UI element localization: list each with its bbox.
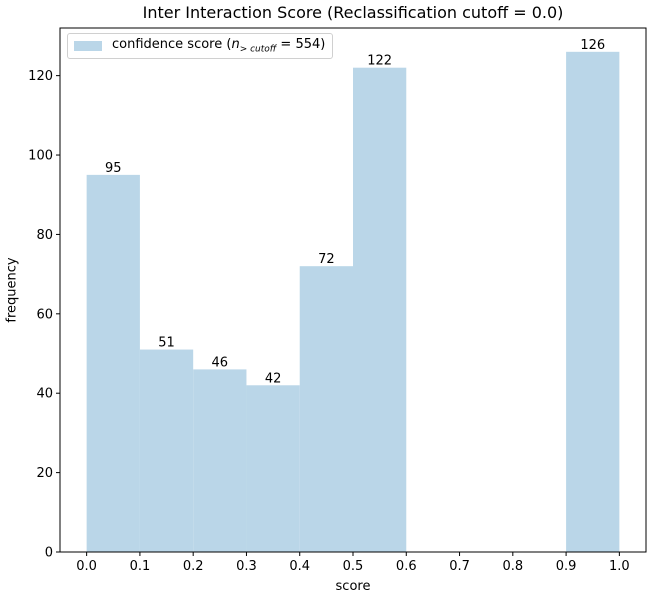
chart-title: Inter Interaction Score (Reclassificatio… bbox=[142, 3, 564, 22]
histogram-bar bbox=[299, 266, 353, 552]
bar-value-label: 51 bbox=[158, 336, 175, 351]
x-axis-label: score bbox=[335, 579, 371, 594]
x-tick-label: 0.1 bbox=[130, 559, 151, 574]
x-tick-label: 0.7 bbox=[449, 559, 470, 574]
bar-value-label: 46 bbox=[212, 355, 229, 370]
y-tick-label: 60 bbox=[36, 307, 53, 322]
x-tick-label: 1.0 bbox=[609, 559, 630, 574]
histogram-bar bbox=[566, 51, 620, 553]
histogram-bar bbox=[139, 349, 194, 552]
x-tick-label: 0.5 bbox=[343, 559, 364, 574]
bar-value-label: 122 bbox=[367, 54, 392, 69]
histogram-bar bbox=[246, 385, 300, 552]
y-tick-label: 100 bbox=[28, 149, 53, 164]
legend-label: confidence score (n> cutoff = 554) bbox=[112, 37, 326, 55]
y-tick-label: 20 bbox=[36, 466, 53, 481]
histogram-bar bbox=[86, 174, 140, 552]
bar-value-label: 72 bbox=[318, 252, 335, 267]
x-tick-label: 0.0 bbox=[76, 559, 97, 574]
x-tick-label: 0.6 bbox=[396, 559, 417, 574]
bar-value-label: 42 bbox=[265, 371, 282, 386]
histogram-bar bbox=[353, 67, 407, 553]
y-tick-label: 120 bbox=[28, 69, 53, 84]
x-tick-label: 0.2 bbox=[183, 559, 204, 574]
x-tick-label: 0.9 bbox=[556, 559, 577, 574]
legend: confidence score (n> cutoff = 554) bbox=[67, 33, 334, 59]
bar-value-label: 95 bbox=[105, 161, 122, 176]
legend-swatch bbox=[74, 41, 102, 51]
histogram-bar bbox=[193, 369, 247, 552]
bar-value-label: 126 bbox=[580, 38, 605, 53]
x-tick-label: 0.3 bbox=[236, 559, 257, 574]
x-tick-label: 0.8 bbox=[502, 559, 523, 574]
y-tick-label: 0 bbox=[45, 546, 53, 561]
y-tick-label: 80 bbox=[36, 228, 53, 243]
y-axis-label: frequency bbox=[4, 257, 20, 323]
y-tick-label: 40 bbox=[36, 387, 53, 402]
x-tick-label: 0.4 bbox=[289, 559, 310, 574]
